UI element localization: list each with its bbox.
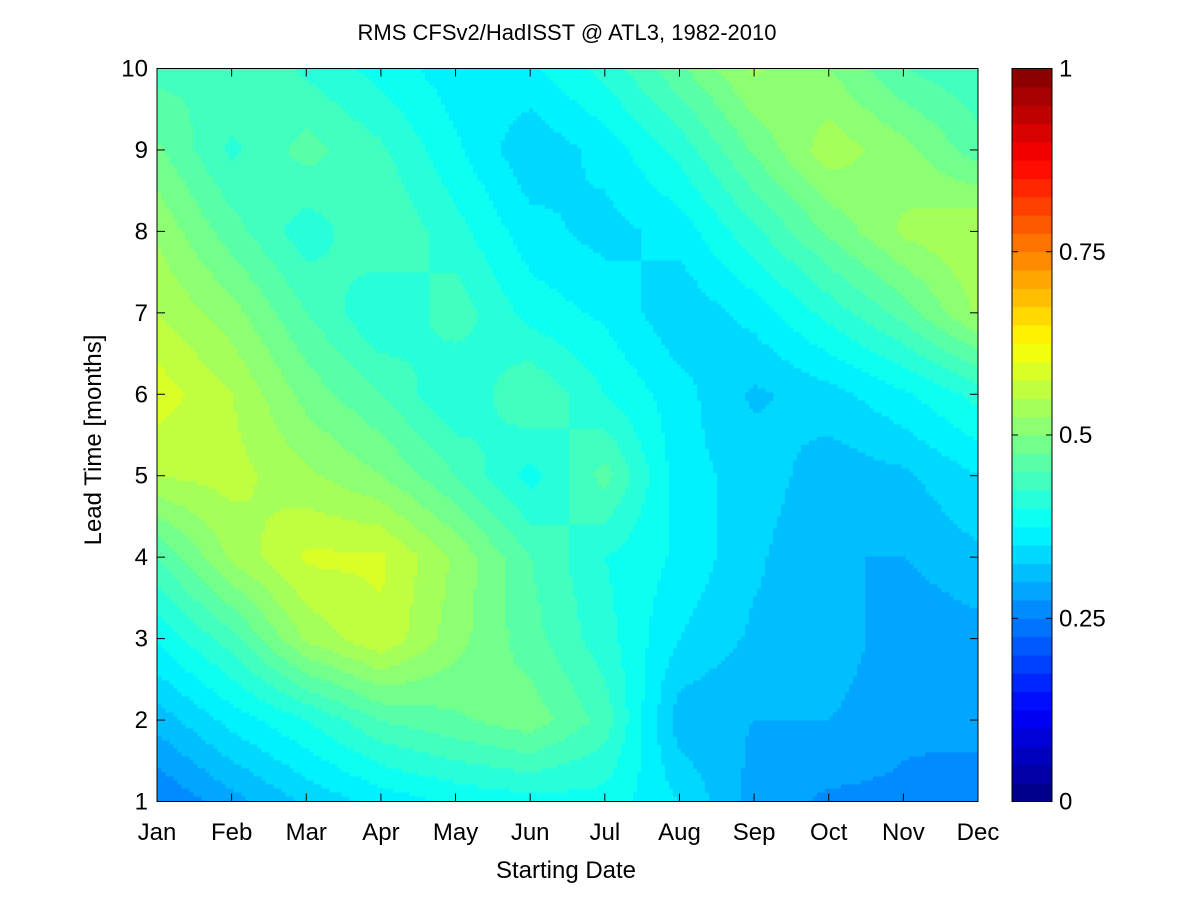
colorbar-swatch: [1012, 673, 1052, 693]
y-tick-label: 10: [121, 56, 148, 83]
y-axis-label: Lead Time [months]: [80, 335, 107, 546]
x-tick-label: Feb: [211, 819, 252, 846]
colorbar-swatch: [1012, 68, 1052, 88]
heatmap-cells: [157, 316, 418, 653]
colorbar-swatch: [1012, 380, 1052, 399]
heatmap-plot: [157, 68, 979, 802]
colorbar-tick-label: 0: [1059, 789, 1072, 816]
y-tick-label: 3: [135, 626, 148, 653]
x-axis-label: Starting Date: [496, 857, 636, 884]
colorbar-swatch: [1012, 416, 1052, 436]
x-tick-label: Jun: [511, 819, 550, 846]
heatmap-cells: [157, 384, 979, 802]
colorbar-swatch: [1012, 343, 1052, 363]
plot-frame: [156, 68, 979, 802]
x-tick-label: Sep: [733, 819, 776, 846]
colorbar-swatch: [1012, 764, 1052, 784]
colorbar-swatch: [1012, 691, 1052, 711]
colorbar-swatch: [1012, 599, 1052, 619]
y-tick-label: 2: [135, 707, 148, 734]
x-axis: Jan Feb Mar Apr May Jun Jul Aug Sep Oct Nov Dec: [138, 68, 1000, 846]
colorbar-swatch: [1012, 306, 1052, 326]
colorbar-swatch: [1012, 325, 1052, 344]
colorbar-swatch: [1012, 160, 1052, 179]
x-tick-label: Mar: [286, 819, 327, 846]
colorbar-swatch: [1012, 251, 1052, 271]
y-tick-label: 5: [135, 463, 148, 490]
colorbar-swatch: [1012, 636, 1052, 656]
colorbar-swatch: [1012, 709, 1052, 729]
x-tick-label: Jan: [138, 819, 177, 846]
y-tick-label: 7: [135, 300, 148, 327]
colorbar-swatch: [1012, 563, 1052, 583]
heatmap-cells: [157, 752, 979, 802]
y-axis: 1 2 3 4 5 6 7 8 9 10: [121, 56, 978, 816]
colorbar-tick-label: 0.5: [1059, 422, 1092, 449]
x-tick-label: Aug: [658, 819, 701, 846]
colorbar-swatch: [1012, 398, 1052, 418]
heatmap-cells: [157, 68, 979, 802]
colorbar-swatch: [1012, 288, 1052, 308]
heatmap-cells: [157, 68, 979, 733]
x-tick-label: Oct: [810, 819, 848, 846]
x-tick-label: Apr: [362, 819, 399, 846]
chart-title: RMS CFSv2/HadISST @ ATL3, 1982-2010: [358, 20, 777, 45]
colorbar-swatch: [1012, 783, 1052, 802]
colorbar-swatch: [1012, 654, 1052, 674]
colorbar-swatch: [1012, 178, 1052, 198]
heatmap-cells: [157, 68, 979, 793]
colorbar-swatch: [1012, 270, 1052, 289]
colorbar-axis: 0 0.25 0.5 0.75 1: [1012, 56, 1106, 816]
colorbar-tick-label: 1: [1059, 56, 1072, 83]
colorbar-swatch: [1012, 141, 1052, 161]
colorbar-swatch: [1012, 453, 1052, 473]
y-tick-label: 1: [135, 789, 148, 816]
heatmap-cells: [157, 68, 979, 669]
colorbar-swatch: [1012, 123, 1052, 143]
colorbar-swatch: [1012, 526, 1052, 546]
colorbar-swatch: [1012, 215, 1052, 234]
colorbar-swatch: [1012, 86, 1052, 106]
x-tick-label: Dec: [957, 819, 1000, 846]
colorbar-swatch: [1012, 746, 1052, 766]
colorbar-swatch: [1012, 471, 1052, 491]
colorbar-swatch: [1012, 233, 1052, 253]
y-tick-label: 9: [135, 137, 148, 164]
colorbar-swatch: [1012, 618, 1052, 638]
colorbar-tick-label: 0.75: [1059, 239, 1106, 266]
colorbar: [1012, 68, 1052, 802]
colorbar-swatch: [1012, 105, 1052, 124]
x-tick-label: May: [433, 819, 478, 846]
colorbar-swatch: [1012, 361, 1052, 381]
heatmap-cells: [157, 556, 979, 802]
x-tick-label: Nov: [882, 819, 925, 846]
x-tick-label: Jul: [589, 819, 620, 846]
y-tick-label: 8: [135, 218, 148, 245]
colorbar-swatch: [1012, 435, 1052, 454]
y-tick-label: 4: [135, 544, 148, 571]
colorbar-swatch: [1012, 196, 1052, 216]
colorbar-swatch: [1012, 544, 1052, 564]
colorbar-tick-label: 0.25: [1059, 605, 1106, 632]
heatmap-cells: [157, 364, 386, 593]
y-tick-label: 6: [135, 381, 148, 408]
colorbar-swatch: [1012, 728, 1052, 748]
colorbar-swatch: [1012, 581, 1052, 601]
colorbar-swatch: [1012, 508, 1052, 528]
colorbar-swatch: [1012, 489, 1052, 509]
